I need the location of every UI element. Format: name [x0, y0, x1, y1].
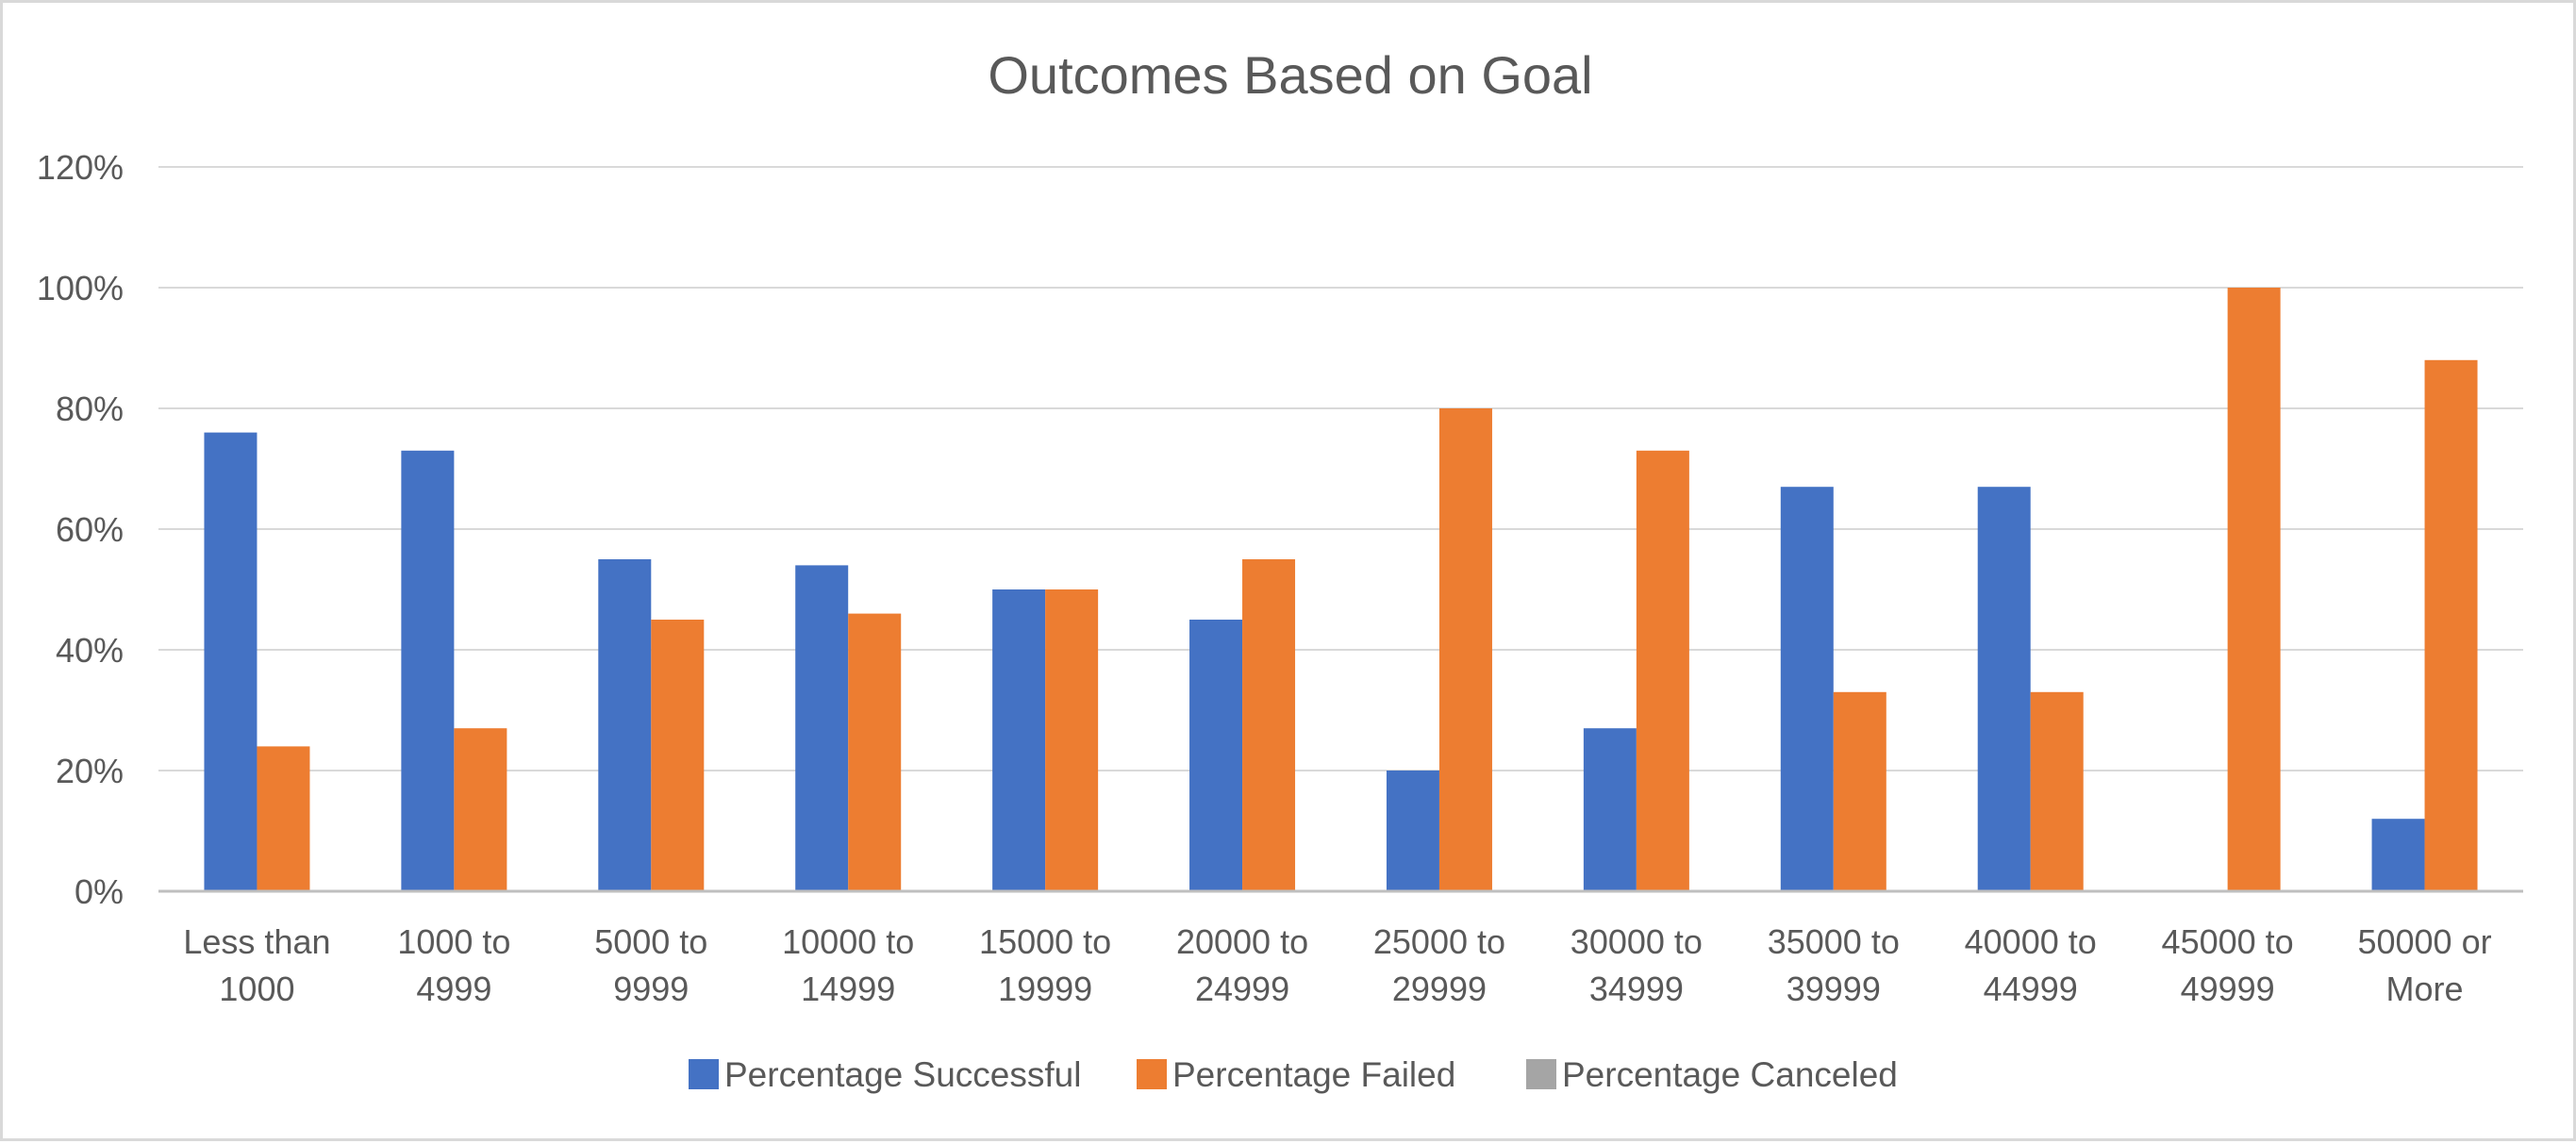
bar [1438, 408, 1492, 891]
x-tick-label-line: Less than [183, 922, 330, 961]
x-tick-label: 15000 to 19999 [979, 922, 1111, 1008]
bar [1242, 559, 1296, 891]
legend-item: Percentage Failed [1137, 1055, 1455, 1094]
x-tick-label-line: 1000 [219, 970, 294, 1008]
legend-label: Percentage Failed [1172, 1055, 1455, 1094]
bar [1833, 691, 1886, 891]
x-tick-label-line: 39999 [1787, 970, 1881, 1008]
bar [992, 589, 1046, 891]
bar [1780, 487, 1834, 891]
x-tick-label-line: 40000 to [1965, 922, 2097, 961]
legend: Percentage Successful Percentage Failed Pe… [689, 1055, 1898, 1094]
x-tick-label-line: 35000 to [1768, 922, 1900, 961]
x-tick-label-line: 15000 to [979, 922, 1111, 961]
x-tick-label: 45000 to 49999 [2162, 922, 2294, 1008]
bar [401, 450, 455, 891]
bar [848, 613, 902, 891]
gridlines [158, 166, 2523, 771]
legend-label: Percentage Successful [724, 1055, 1081, 1094]
x-tick-label: 1000 to 4999 [397, 922, 510, 1008]
bar [795, 565, 849, 891]
chart-title: Outcomes Based on Goal [988, 45, 1592, 105]
bar [454, 728, 507, 891]
bar [1045, 589, 1099, 891]
x-tick-label-line: 49999 [2181, 970, 2275, 1008]
x-tick-label: 10000 to 14999 [782, 922, 914, 1008]
bar [598, 559, 652, 891]
legend-swatch [1137, 1059, 1167, 1089]
x-axis-ticks: Less than 1000 1000 to 4999 5000 to 9999 10000… [183, 922, 2491, 1008]
x-tick-label: 25000 to 29999 [1373, 922, 1505, 1008]
x-tick-label: 35000 to 39999 [1768, 922, 1900, 1008]
bar [1977, 487, 2031, 891]
bar [2424, 359, 2478, 891]
bar [2030, 691, 2084, 891]
x-tick-label-line: 45000 to [2162, 922, 2294, 961]
x-tick-label-line: 4999 [416, 970, 491, 1008]
y-tick-label: 100% [37, 269, 124, 307]
y-tick-label: 40% [56, 631, 124, 670]
x-tick-label: 20000 to 24999 [1176, 922, 1308, 1008]
bar [257, 746, 310, 891]
y-tick-label: 0% [75, 872, 124, 911]
legend-swatch [689, 1059, 719, 1089]
bar [651, 620, 705, 891]
x-tick-label-line: More [2386, 970, 2464, 1008]
x-tick-label-line: 24999 [1195, 970, 1289, 1008]
legend-item: Percentage Successful [689, 1055, 1081, 1094]
x-tick-label-line: 44999 [1984, 970, 2078, 1008]
legend-label: Percentage Canceled [1562, 1055, 1898, 1094]
x-tick-label-line: 20000 to [1176, 922, 1308, 961]
x-tick-label-line: 25000 to [1373, 922, 1505, 961]
bar [204, 432, 258, 891]
x-tick-label-line: 30000 to [1571, 922, 1703, 961]
x-tick-label: Less than 1000 [183, 922, 330, 1008]
x-tick-label: 40000 to 44999 [1965, 922, 2097, 1008]
bar [1583, 728, 1637, 891]
bar [1189, 620, 1243, 891]
legend-item: Percentage Canceled [1526, 1055, 1898, 1094]
bar [2371, 819, 2425, 891]
bars [204, 288, 2478, 891]
x-tick-label-line: 10000 to [782, 922, 914, 961]
x-tick-label: 50000 or More [2357, 922, 2491, 1008]
bar-chart: Outcomes Based on Goal 0% 20% 40% 60% 80% 100… [37, 45, 2523, 1094]
x-tick-label-line: 14999 [801, 970, 895, 1008]
x-tick-label-line: 29999 [1392, 970, 1487, 1008]
x-tick-label-line: 19999 [998, 970, 1092, 1008]
x-tick-label-line: 5000 to [594, 922, 707, 961]
x-tick-label: 5000 to 9999 [594, 922, 707, 1008]
bar [2227, 288, 2281, 891]
legend-swatch [1526, 1059, 1556, 1089]
y-tick-label: 60% [56, 510, 124, 549]
y-axis-ticks: 0% 20% 40% 60% 80% 100% 120% [37, 148, 124, 911]
y-tick-label: 20% [56, 752, 124, 790]
bar [1386, 771, 1439, 891]
y-tick-label: 120% [37, 148, 124, 187]
x-tick-label-line: 50000 or [2357, 922, 2491, 961]
y-tick-label: 80% [56, 390, 124, 428]
x-tick-label-line: 9999 [613, 970, 689, 1008]
x-tick-label-line: 1000 to [397, 922, 510, 961]
x-tick-label-line: 34999 [1589, 970, 1684, 1008]
bar [1636, 450, 1689, 891]
x-tick-label: 30000 to 34999 [1571, 922, 1703, 1008]
